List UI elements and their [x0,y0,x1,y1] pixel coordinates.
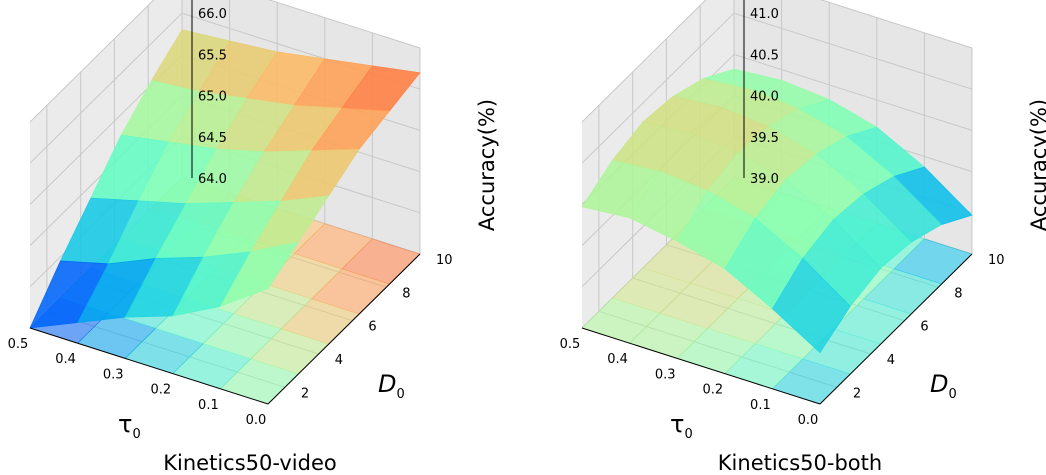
surface-cell [772,257,851,354]
axes [581,0,973,405]
tick-labels: 0.0 0.1 0.2 0.3 0.4 0.5 2 4 6 8 10 39.0 39.5 40.0 40.5… [560,7,1005,428]
x-axis-label-sub: 0 [684,427,692,442]
grid-line-z [581,12,973,164]
x-tick-label: 0.1 [198,398,219,413]
x-tick-label: 0.4 [55,352,76,367]
y-tick-label: 2 [853,386,861,401]
z-tick-label: 66.0 [198,7,227,22]
y-axis-line [267,253,421,405]
grid-line-z [581,0,973,123]
x-tick-label: 0.5 [8,337,29,352]
z-tick-label: 41.0 [750,7,779,22]
y-tick-label: 2 [301,386,309,401]
z-axis-label: Accuracy(%) [475,99,499,231]
surface [29,29,421,329]
y-tick-label: 10 [436,253,453,268]
x-axis-line [581,327,821,405]
x-tick-label: 0.3 [655,367,676,382]
x-tick-label: 0.0 [798,413,819,428]
z-tick-label: 40.0 [750,90,779,105]
x-axis-line [29,327,269,405]
panel-caption: Kinetics50-video [163,451,337,475]
surface [581,68,973,354]
x-tick-label: 0.3 [103,367,124,382]
y-tick-label: 8 [402,286,410,301]
y-axis-label-main: D [930,370,948,398]
tick-labels: 0.0 0.1 0.2 0.3 0.4 0.5 2 4 6 8 10 64.0 64.5 65.0 65.5… [8,7,453,428]
y-axis-label-sub: 0 [396,387,404,402]
z-tick-label: 39.5 [750,131,779,146]
x-axis-label-main: τ [670,410,684,438]
x-tick-label: 0.2 [150,383,171,398]
x-axis-label: τ0 [118,410,141,442]
z-tick-label: 64.0 [198,172,227,187]
panel-kinetics50-both: 0.0 0.1 0.2 0.3 0.4 0.5 2 4 6 8 10 39.0 39.5 40.0 40.5… [560,0,1046,475]
z-axis-label: Accuracy(%) [1027,99,1046,231]
z-tick-label: 64.5 [198,131,227,146]
z-tick-label: 65.0 [198,90,227,105]
axes [29,0,421,405]
y-axis-label: D0 [378,370,405,402]
y-axis-label-sub: 0 [948,387,956,402]
x-tick-label: 0.5 [560,337,581,352]
panel-kinetics50-video: 0.0 0.1 0.2 0.3 0.4 0.5 2 4 6 8 10 64.0 64.5 65.0 65.5… [8,0,499,475]
y-tick-label: 10 [988,253,1005,268]
y-axis-line [819,253,973,405]
x-tick-label: 0.0 [246,413,267,428]
z-tick-label: 39.0 [750,172,779,187]
y-tick-label: 4 [887,353,895,368]
panel-caption: Kinetics50-both [718,451,882,475]
y-axis-label: D0 [930,370,957,402]
grid-line-z [29,0,421,123]
x-axis-label-sub: 0 [132,427,140,442]
x-tick-label: 0.4 [607,352,628,367]
x-tick-label: 0.1 [750,398,771,413]
y-tick-label: 6 [920,320,928,335]
x-axis-label: τ0 [670,410,693,442]
y-tick-label: 6 [368,320,376,335]
y-axis-label-main: D [378,370,396,398]
x-tick-label: 0.2 [702,383,723,398]
z-tick-label: 65.5 [198,48,227,63]
z-tick-label: 40.5 [750,48,779,63]
y-tick-label: 4 [335,353,343,368]
surface-cell [219,241,300,307]
x-axis-label-main: τ [118,410,132,438]
y-tick-label: 8 [954,286,962,301]
